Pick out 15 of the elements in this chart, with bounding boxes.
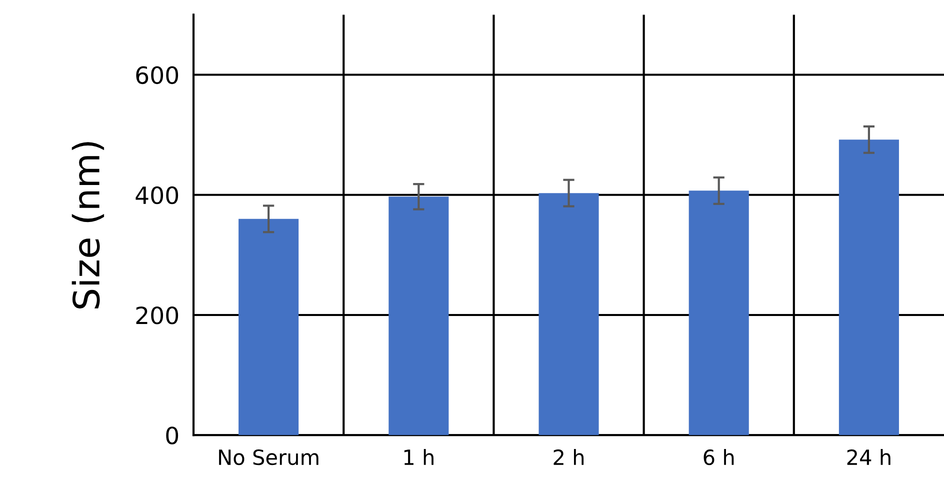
y-tick-label: 400 [136, 186, 178, 204]
bar [238, 218, 299, 436]
x-tick-label: 1 h [404, 449, 434, 465]
y-axis-title: Size (nm) [72, 142, 104, 308]
bar [688, 190, 749, 436]
y-tick-label: 600 [136, 66, 178, 84]
bar [388, 196, 449, 436]
bar [838, 140, 899, 436]
x-tick-label: 2 h [554, 449, 584, 465]
x-tick-label: 24 h [847, 449, 890, 465]
y-tick-label: 200 [136, 306, 178, 324]
y-tick-label: 0 [166, 426, 178, 444]
x-tick-label: No Serum [219, 449, 318, 466]
bar [538, 193, 599, 436]
x-tick-label: 6 h [704, 449, 734, 466]
